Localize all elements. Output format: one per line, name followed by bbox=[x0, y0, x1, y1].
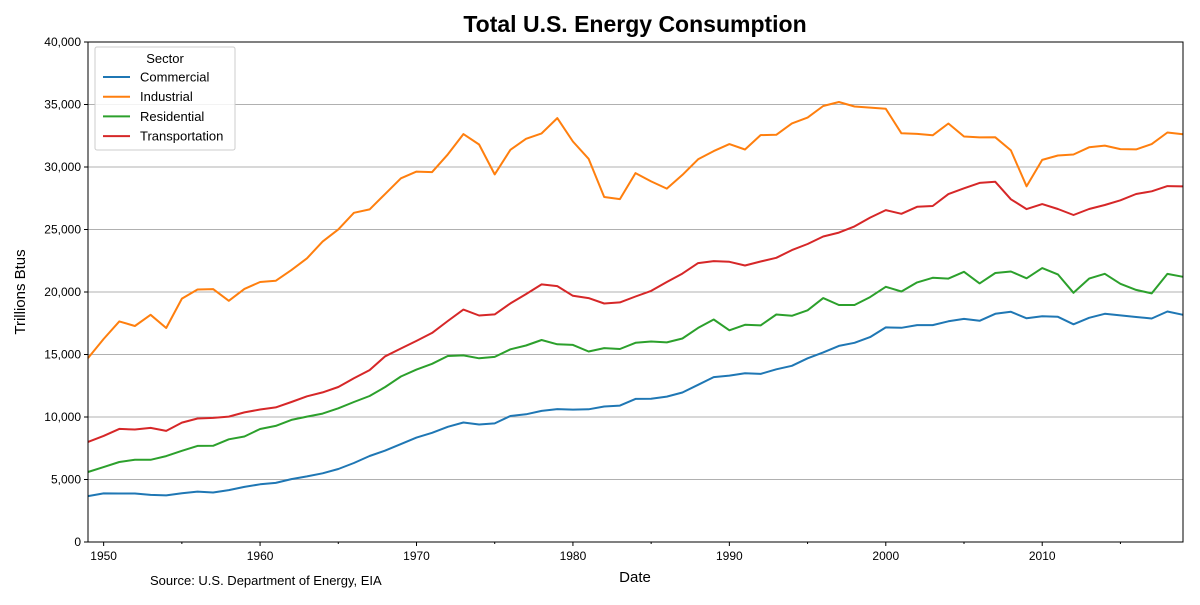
legend-label-commercial: Commercial bbox=[140, 70, 209, 85]
legend-label-residential: Residential bbox=[140, 109, 204, 124]
series-line-transportation bbox=[87, 180, 1184, 443]
legend-label-industrial: Industrial bbox=[140, 89, 193, 104]
y-axis-label: Trillions Btus bbox=[12, 249, 29, 334]
series-lines bbox=[87, 101, 1184, 498]
y-tick-label: 10,000 bbox=[44, 410, 81, 424]
grid-lines bbox=[88, 104, 1183, 480]
x-axis-label: Date bbox=[619, 569, 651, 586]
y-tick-label: 5,000 bbox=[51, 473, 81, 487]
legend-item-residential: Residential bbox=[103, 109, 204, 124]
x-tick-label: 2010 bbox=[1029, 549, 1056, 563]
legend-items: Commercial Industrial Residential Transport… bbox=[103, 70, 223, 144]
series-line-industrial bbox=[87, 101, 1184, 359]
x-tick-label: 2000 bbox=[872, 549, 899, 563]
x-tick-label: 1990 bbox=[716, 549, 743, 563]
y-tick-label: 0 bbox=[74, 535, 81, 549]
legend: Sector Commercial Industrial Residential Tr… bbox=[94, 46, 236, 151]
x-tick-label: 1980 bbox=[560, 549, 587, 563]
legend-item-industrial: Industrial bbox=[103, 89, 193, 104]
x-axis: 1950 1960 1970 1980 1990 2000 2010 bbox=[90, 542, 1121, 563]
legend-title: Sector bbox=[146, 51, 184, 66]
y-tick-label: 20,000 bbox=[44, 285, 81, 299]
y-axis: 0 5,000 10,000 15,000 20,000 25,000 30,000 35,0… bbox=[44, 35, 88, 549]
series-line-commercial bbox=[87, 310, 1184, 498]
x-tick-label: 1950 bbox=[90, 549, 117, 563]
legend-item-commercial: Commercial bbox=[103, 70, 209, 85]
x-tick-label: 1960 bbox=[247, 549, 274, 563]
legend-label-transportation: Transportation bbox=[140, 129, 223, 144]
y-tick-label: 15,000 bbox=[44, 348, 81, 362]
y-tick-label: 25,000 bbox=[44, 223, 81, 237]
legend-item-transportation: Transportation bbox=[103, 129, 223, 144]
chart-title: Total U.S. Energy Consumption bbox=[463, 11, 806, 37]
legend-box bbox=[94, 46, 236, 151]
x-tick-label: 1970 bbox=[403, 549, 430, 563]
y-tick-label: 30,000 bbox=[44, 160, 81, 174]
source-note: Source: U.S. Department of Energy, EIA bbox=[150, 573, 382, 588]
y-tick-label: 40,000 bbox=[44, 35, 81, 49]
series-line-residential bbox=[87, 267, 1184, 473]
y-tick-label: 35,000 bbox=[44, 98, 81, 112]
